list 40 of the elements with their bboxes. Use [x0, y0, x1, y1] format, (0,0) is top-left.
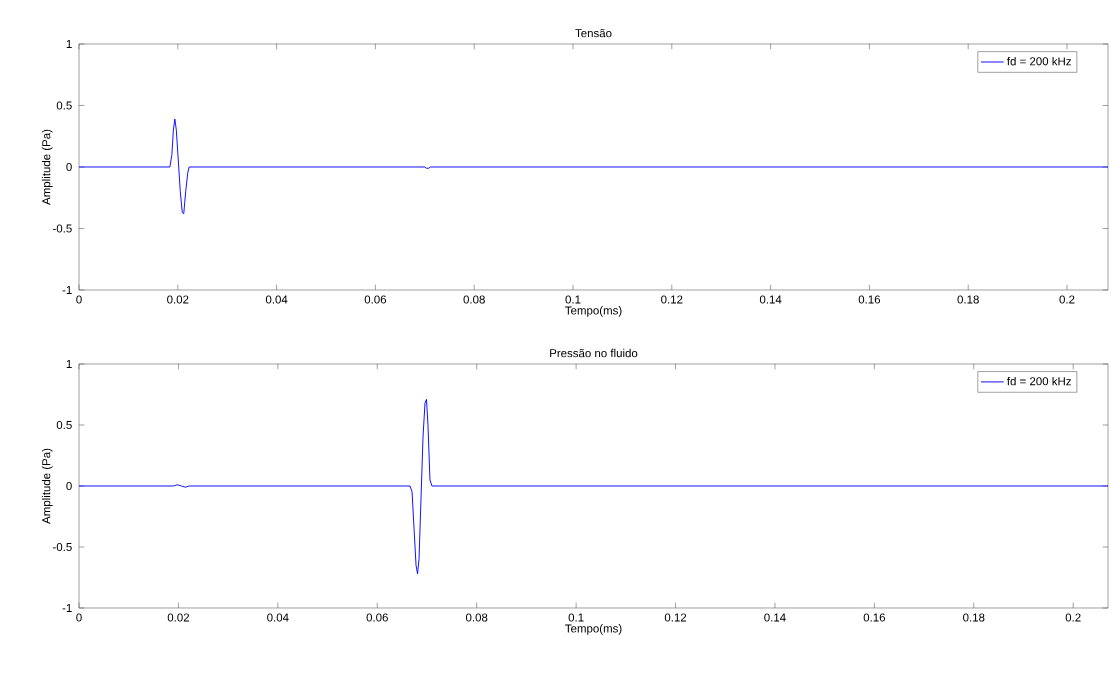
y-tick-label: -0.5: [53, 224, 72, 233]
x-tick-label: 0.16: [858, 295, 881, 304]
x-tick-label: 0: [76, 613, 82, 622]
x-tick-label: 0.06: [366, 613, 388, 622]
x-tick-label: 0.08: [463, 295, 485, 304]
x-tick-label: 0.02: [167, 613, 189, 622]
y-tick-label: 0: [66, 481, 72, 491]
x-tick-label: 0.04: [265, 295, 288, 304]
x-axis-title: Tempo(ms): [565, 306, 622, 317]
y-tick-label: 0: [66, 162, 72, 172]
x-tick-label: 0.06: [364, 295, 387, 304]
x-tick-label: 0.18: [963, 613, 985, 622]
x-tick-label: 0.08: [465, 613, 488, 622]
y-tick-label: 0.5: [56, 420, 72, 430]
y-tick-label: -0.5: [53, 542, 72, 552]
y-tick-label: 1: [66, 40, 72, 48]
x-tick-label: 0: [76, 295, 82, 304]
x-tick-label: 0.14: [764, 613, 786, 622]
x-tick-label: 0.18: [957, 295, 979, 304]
x-tick-label: 0.1: [568, 613, 584, 622]
legend-label: fd = 200 kHz: [1007, 56, 1071, 66]
x-tick-label: 0.2: [1059, 295, 1075, 304]
x-tick-label: 0.04: [267, 613, 289, 622]
y-tick-label: 0.5: [56, 101, 72, 110]
y-axis-title: Amplitude (Pa): [41, 448, 53, 524]
x-axis-title: Tempo(ms): [565, 624, 622, 635]
y-tick-label: -1: [62, 286, 72, 294]
legend-label: fd = 200 kHz: [1007, 376, 1071, 386]
y-axis-title: Amplitude (Pa): [41, 129, 53, 205]
x-tick-label: 0.02: [167, 295, 189, 304]
chart-title: Tensão: [575, 28, 612, 38]
x-tick-label: 0.12: [664, 613, 687, 622]
x-tick-label: 0.14: [759, 295, 782, 304]
y-tick-label: -1: [62, 604, 72, 612]
x-tick-label: 0.2: [1065, 613, 1081, 622]
x-tick-label: 0.1: [565, 295, 581, 304]
chart-title: Pressão no fluido: [550, 348, 638, 358]
y-tick-label: 1: [66, 360, 72, 368]
x-tick-label: 0.12: [661, 295, 683, 304]
x-tick-label: 0.16: [863, 613, 886, 622]
